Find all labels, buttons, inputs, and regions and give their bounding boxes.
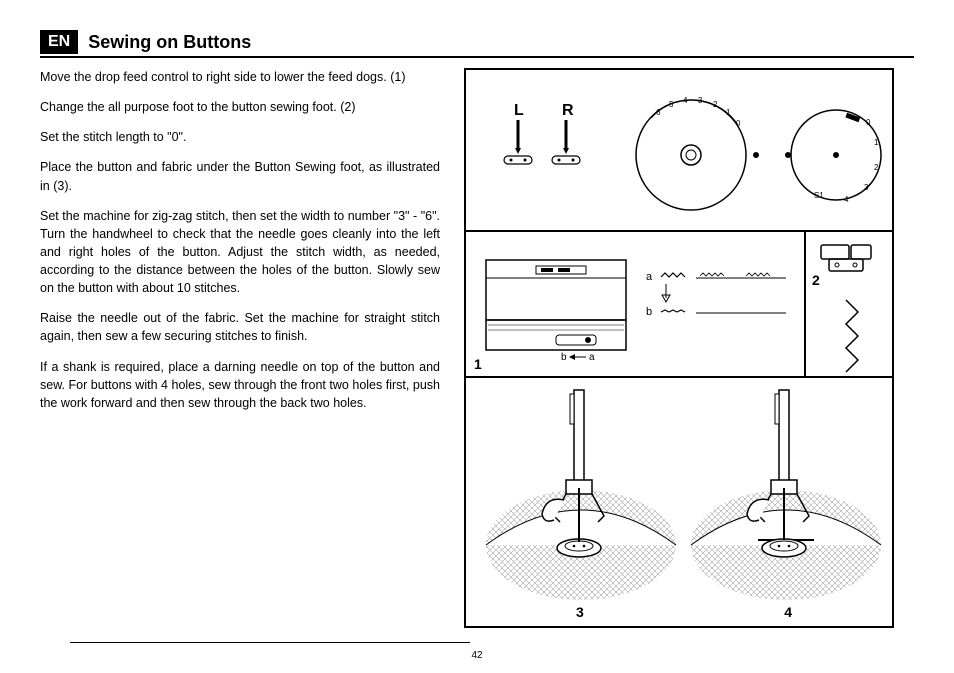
figure-number-2: 2 [812, 272, 820, 288]
instruction-p3: Set the stitch length to "0". [40, 128, 440, 146]
instructions-column: Move the drop feed control to right side… [40, 68, 440, 628]
instruction-p1: Move the drop feed control to right side… [40, 68, 440, 86]
diagram-panel: L R [464, 68, 894, 628]
figure-number-1: 1 [474, 356, 482, 372]
instruction-p6: Raise the needle out of the fabric. Set … [40, 309, 440, 345]
page-number: 42 [471, 650, 482, 661]
lang-badge: EN [40, 30, 78, 54]
footer-rule [70, 642, 470, 643]
instruction-p2: Change the all purpose foot to the butto… [40, 98, 440, 116]
instruction-p4: Place the button and fabric under the Bu… [40, 158, 440, 194]
instruction-p5: Set the machine for zig-zag stitch, then… [40, 207, 440, 298]
page-title: Sewing on Buttons [88, 32, 251, 53]
figure-number-4: 4 [784, 604, 792, 620]
instruction-p7: If a shank is required, place a darning … [40, 358, 440, 412]
figure-number-3: 3 [576, 604, 584, 620]
